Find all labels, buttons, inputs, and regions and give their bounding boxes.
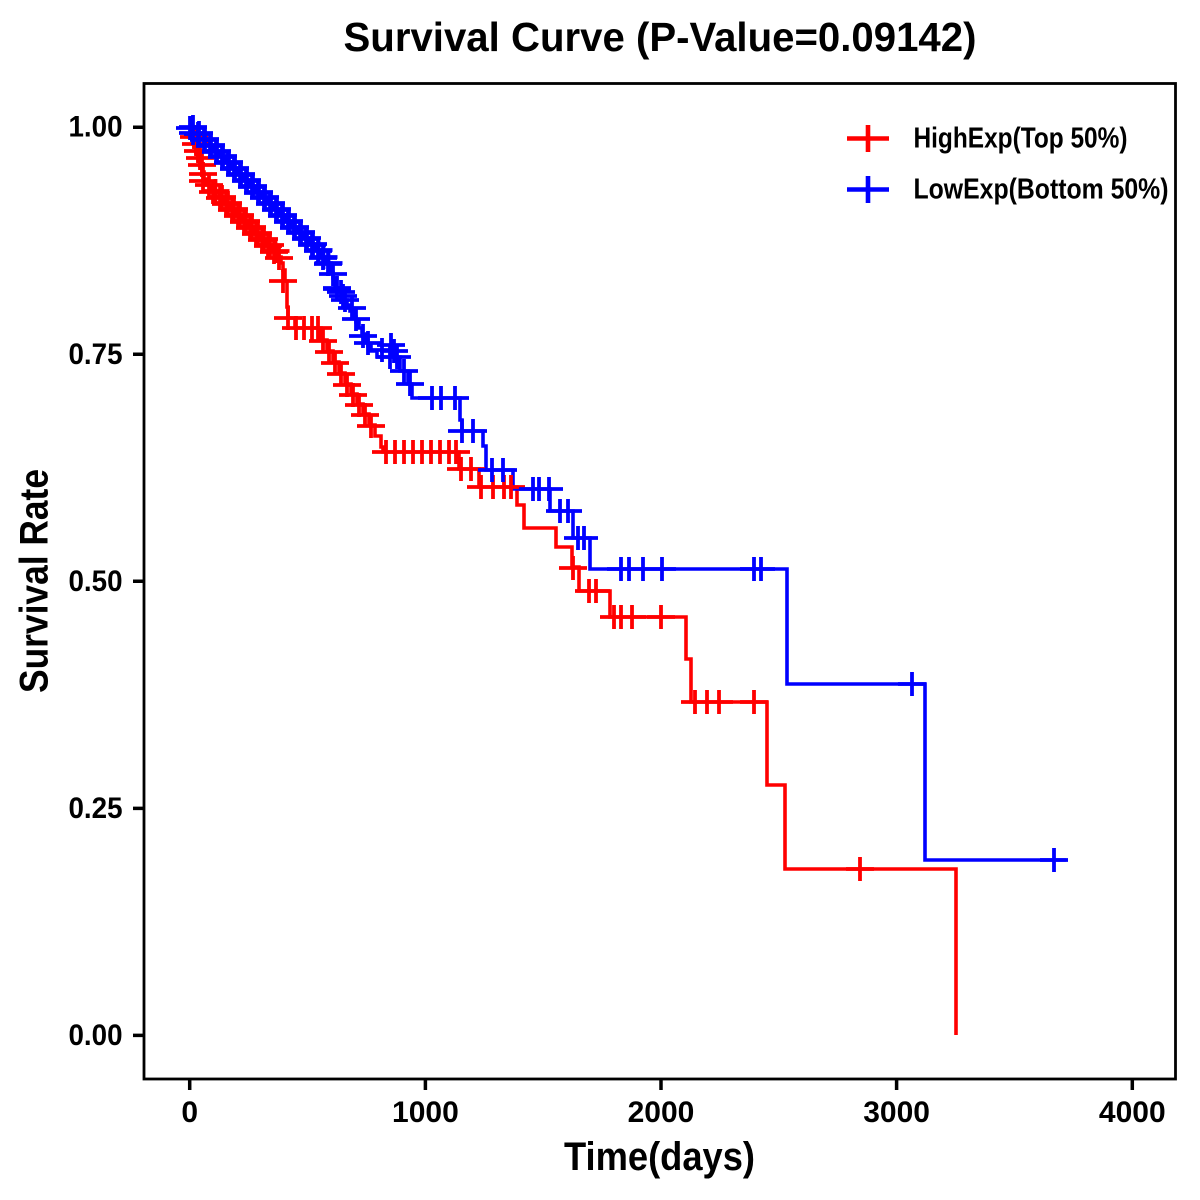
svg-text:LowExp(Bottom 50%): LowExp(Bottom 50%): [914, 174, 1169, 206]
svg-text:4000: 4000: [1099, 1096, 1166, 1129]
svg-text:1000: 1000: [392, 1096, 459, 1129]
svg-text:Survival Curve (P-Value=0.0914: Survival Curve (P-Value=0.09142): [344, 14, 977, 60]
svg-text:2000: 2000: [628, 1096, 695, 1129]
svg-text:1.00: 1.00: [69, 111, 123, 144]
svg-text:Survival Rate: Survival Rate: [13, 469, 57, 693]
svg-text:3000: 3000: [863, 1096, 930, 1129]
svg-text:0.50: 0.50: [69, 565, 123, 598]
svg-text:0.25: 0.25: [69, 792, 123, 825]
svg-text:0.00: 0.00: [69, 1019, 123, 1052]
svg-text:0: 0: [181, 1096, 198, 1129]
svg-text:Time(days): Time(days): [564, 1135, 755, 1179]
svg-text:HighExp(Top 50%): HighExp(Top 50%): [914, 123, 1128, 155]
svg-text:0.75: 0.75: [69, 338, 123, 371]
